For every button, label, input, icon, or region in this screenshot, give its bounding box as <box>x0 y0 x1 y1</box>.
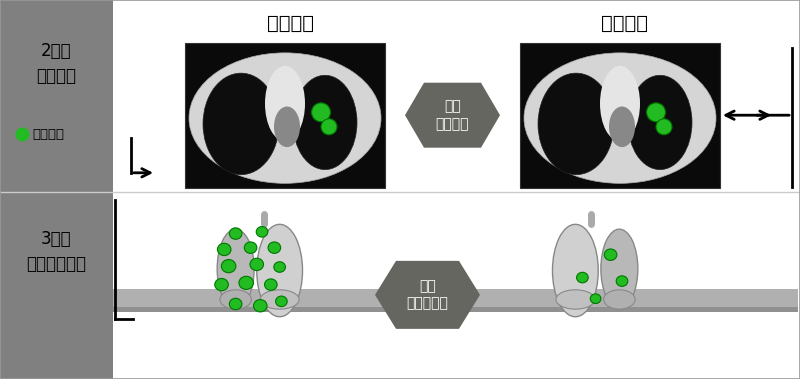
Ellipse shape <box>222 260 236 273</box>
Ellipse shape <box>239 276 254 290</box>
Bar <box>0 0 113 192</box>
Ellipse shape <box>268 242 281 254</box>
Ellipse shape <box>524 53 716 183</box>
Ellipse shape <box>556 290 595 309</box>
Ellipse shape <box>220 290 251 309</box>
Ellipse shape <box>250 258 263 271</box>
Ellipse shape <box>203 73 279 175</box>
Text: 異常陰影: 異常陰影 <box>32 128 64 141</box>
Ellipse shape <box>538 73 614 175</box>
Ellipse shape <box>590 294 601 304</box>
Ellipse shape <box>230 298 242 310</box>
Text: 3次元
（臓器全体）: 3次元 （臓器全体） <box>26 230 86 273</box>
Ellipse shape <box>646 103 666 122</box>
Text: 2次元
（断面）: 2次元 （断面） <box>37 42 77 85</box>
Bar <box>113 289 798 312</box>
Ellipse shape <box>244 242 257 254</box>
Ellipse shape <box>609 106 635 147</box>
Ellipse shape <box>275 296 287 307</box>
Ellipse shape <box>628 75 692 169</box>
Ellipse shape <box>577 272 588 283</box>
Ellipse shape <box>600 66 640 141</box>
Ellipse shape <box>256 227 268 237</box>
Ellipse shape <box>230 228 242 239</box>
Ellipse shape <box>616 276 628 287</box>
Text: 類似
していない: 類似 していない <box>406 279 449 310</box>
Ellipse shape <box>604 249 617 260</box>
Bar <box>113 307 798 312</box>
Ellipse shape <box>257 224 302 317</box>
Text: 類似
している: 類似 している <box>436 100 470 131</box>
Ellipse shape <box>214 279 228 291</box>
Ellipse shape <box>218 243 231 255</box>
Ellipse shape <box>274 262 286 272</box>
Ellipse shape <box>601 229 638 309</box>
Ellipse shape <box>321 119 337 135</box>
Ellipse shape <box>217 229 254 309</box>
Ellipse shape <box>311 103 330 122</box>
Ellipse shape <box>293 75 357 169</box>
Bar <box>0 192 113 379</box>
Text: 検索結果: 検索結果 <box>602 14 649 33</box>
Ellipse shape <box>265 66 305 141</box>
Polygon shape <box>405 83 500 148</box>
Ellipse shape <box>260 290 299 309</box>
Polygon shape <box>375 261 480 329</box>
Bar <box>520 43 720 188</box>
Ellipse shape <box>604 290 635 309</box>
Ellipse shape <box>254 299 267 312</box>
Ellipse shape <box>189 53 381 183</box>
Text: 検索キー: 検索キー <box>266 14 314 33</box>
Bar <box>185 43 385 188</box>
Ellipse shape <box>265 279 277 290</box>
Ellipse shape <box>553 224 598 317</box>
Ellipse shape <box>274 106 300 147</box>
Ellipse shape <box>656 119 672 135</box>
